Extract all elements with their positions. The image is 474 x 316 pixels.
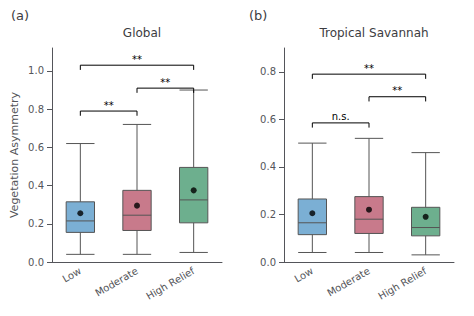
svg-text:Moderate: Moderate: [93, 265, 140, 298]
svg-text:**: **: [392, 85, 402, 96]
svg-text:Low: Low: [61, 265, 84, 284]
svg-text:n.s.: n.s.: [332, 111, 350, 122]
svg-text:0.4: 0.4: [260, 161, 276, 172]
svg-text:0.4: 0.4: [28, 180, 44, 191]
svg-text:0.8: 0.8: [28, 104, 44, 115]
svg-text:(a): (a): [11, 8, 29, 23]
svg-text:0.2: 0.2: [260, 209, 276, 220]
svg-text:Global: Global: [123, 26, 161, 40]
svg-text:0.6: 0.6: [28, 142, 44, 153]
svg-text:Tropical Savannah: Tropical Savannah: [318, 26, 428, 40]
svg-text:**: **: [132, 54, 142, 65]
svg-text:Moderate: Moderate: [325, 265, 372, 298]
svg-text:0.2: 0.2: [28, 218, 44, 229]
svg-text:0.6: 0.6: [260, 114, 276, 125]
svg-text:1.0: 1.0: [28, 65, 44, 76]
svg-text:**: **: [160, 77, 170, 88]
svg-text:0.0: 0.0: [260, 257, 276, 268]
svg-text:0.0: 0.0: [28, 257, 44, 268]
svg-text:**: **: [364, 63, 374, 74]
svg-text:Low: Low: [293, 265, 316, 284]
svg-text:**: **: [104, 100, 114, 111]
svg-text:(b): (b): [249, 8, 267, 23]
svg-text:Vegetation Asymmetry: Vegetation Asymmetry: [8, 91, 21, 218]
svg-text:High Relief: High Relief: [376, 265, 429, 302]
svg-text:0.8: 0.8: [260, 66, 276, 77]
svg-text:High Relief: High Relief: [144, 265, 197, 302]
